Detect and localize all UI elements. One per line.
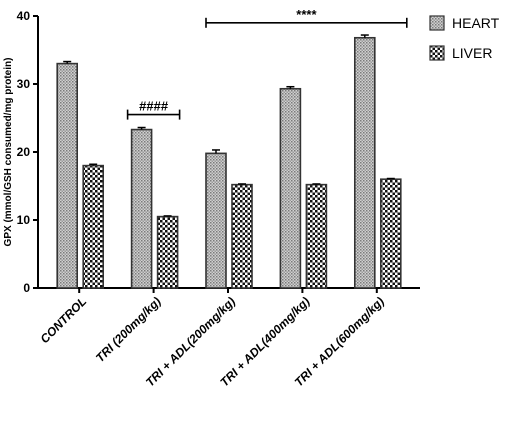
y-tick-label: 10 [17, 213, 31, 227]
bar-heart [56, 62, 79, 289]
bar-heart [353, 36, 376, 289]
y-tick-label: 0 [23, 281, 30, 295]
significance-label: #### [139, 99, 169, 114]
bar-liver [82, 164, 104, 289]
y-tick-label: 40 [17, 9, 31, 23]
annotations: #### **** [126, 7, 408, 120]
x-tick-label: TRI (200mg/kg) [93, 294, 164, 365]
significance-label: **** [296, 7, 317, 22]
bar-liver [231, 183, 253, 289]
bar-heart [130, 128, 153, 289]
legend-label-liver: LIVER [452, 45, 492, 61]
bar-liver [156, 215, 179, 289]
legend-swatch-heart [429, 15, 445, 31]
bar-heart [279, 87, 302, 289]
y-tick-label: 30 [17, 77, 31, 91]
bar-liver [379, 178, 402, 289]
bar-liver [305, 183, 328, 289]
legend-swatch-liver [429, 45, 445, 61]
y-tick-label: 20 [17, 145, 31, 159]
y-axis-label: GPX (mmol/GSH consumed/mg protein) [3, 58, 14, 247]
bar-heart [205, 152, 227, 289]
x-tick-label: CONTROL [37, 294, 89, 346]
legend: HEART LIVER [429, 15, 500, 61]
bars [56, 34, 402, 289]
legend-label-heart: HEART [452, 15, 500, 31]
